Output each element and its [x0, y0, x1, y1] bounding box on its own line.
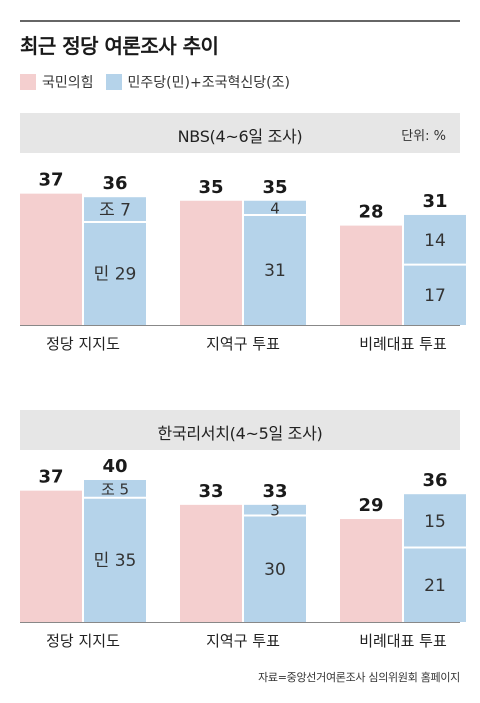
bar-dp-seg-1-0 — [244, 515, 306, 622]
value-label-dp-2: 36 — [422, 470, 447, 491]
bar-dp-seg-0-0 — [84, 497, 146, 622]
value-label-ppp-1: 33 — [198, 481, 223, 502]
value-label-ppp-0: 37 — [38, 170, 63, 191]
bar-dp-seg-1-0 — [244, 214, 306, 325]
bar-dp-seg-1-1 — [244, 504, 306, 516]
category-label-2: 비례대표 투표 — [359, 632, 447, 650]
value-label-ppp-2: 28 — [358, 202, 383, 223]
bar-ppp-2 — [340, 225, 402, 325]
bar-ppp-1 — [180, 504, 242, 622]
bar-dp-seg-2-1 — [404, 494, 466, 548]
bar-dp-seg-0-1 — [84, 197, 146, 223]
chart-title: 최근 정당 여론조사 추이 — [20, 34, 219, 58]
category-label-1: 지역구 투표 — [206, 632, 280, 650]
legend-label-ppp: 국민의힘 — [42, 75, 94, 91]
value-label-dp-2: 31 — [422, 191, 447, 212]
segment-label-1-0: 31 — [264, 261, 286, 281]
panel-title-hankook: 한국리서치(4~5일 조사) — [157, 424, 323, 443]
segment-label-0-1: 조 5 — [101, 480, 129, 498]
value-label-dp-1: 33 — [262, 481, 287, 502]
segment-label-2-0: 21 — [424, 576, 446, 596]
panel-header-nbs: NBS(4~6일 조사) 단위: % — [20, 113, 460, 153]
value-label-ppp-2: 29 — [358, 495, 383, 516]
legend-swatch-ppp — [20, 74, 36, 90]
legend-item-ppp: 국민의힘 — [20, 72, 94, 92]
bar-ppp-0 — [20, 490, 82, 622]
legend-label-dp: 민주당(민)+조국혁신당(조) — [127, 75, 290, 91]
segment-label-1-1: 4 — [270, 199, 280, 217]
category-label-0: 정당 지지도 — [46, 335, 120, 353]
category-label-0: 정당 지지도 — [46, 632, 120, 650]
panel-header-hankook: 한국리서치(4~5일 조사) — [20, 410, 460, 450]
bar-dp-seg-2-1 — [404, 214, 466, 265]
bar-dp-seg-1-1 — [244, 200, 306, 215]
category-label-1: 지역구 투표 — [206, 335, 280, 353]
legend-item-dp: 민주당(민)+조국혁신당(조) — [105, 72, 290, 92]
legend-swatch-dp — [105, 74, 122, 90]
source-note: 자료=중앙선거여론조사 심의위원회 홈페이지 — [258, 671, 460, 684]
category-label-2: 비례대표 투표 — [359, 335, 447, 353]
value-label-dp-0: 36 — [102, 173, 127, 194]
segment-label-0-0: 민 35 — [94, 551, 137, 571]
panel-title-nbs: NBS(4~6일 조사) — [177, 127, 303, 146]
legend: 국민의힘 민주당(민)+조국혁신당(조) — [20, 72, 302, 92]
bar-dp-seg-2-0 — [404, 264, 466, 325]
segment-label-2-1: 15 — [424, 512, 446, 532]
top-rule — [20, 20, 460, 22]
segment-label-0-1: 조 7 — [99, 201, 131, 221]
bar-ppp-2 — [340, 519, 402, 622]
value-label-dp-1: 35 — [262, 177, 287, 198]
segment-label-1-1: 3 — [270, 502, 280, 520]
value-label-ppp-0: 37 — [38, 467, 63, 488]
segment-label-1-0: 30 — [264, 560, 286, 580]
segment-label-2-0: 17 — [424, 286, 446, 306]
unit-label: 단위: % — [401, 129, 446, 144]
bar-ppp-0 — [20, 193, 82, 325]
bar-dp-seg-0-1 — [84, 480, 146, 498]
bar-ppp-1 — [180, 200, 242, 325]
bar-dp-seg-2-0 — [404, 547, 466, 622]
segment-label-2-1: 14 — [424, 231, 446, 251]
value-label-dp-0: 40 — [102, 457, 127, 477]
bar-dp-seg-0-0 — [84, 222, 146, 325]
segment-label-0-0: 민 29 — [94, 265, 137, 285]
value-label-ppp-1: 35 — [198, 177, 223, 198]
